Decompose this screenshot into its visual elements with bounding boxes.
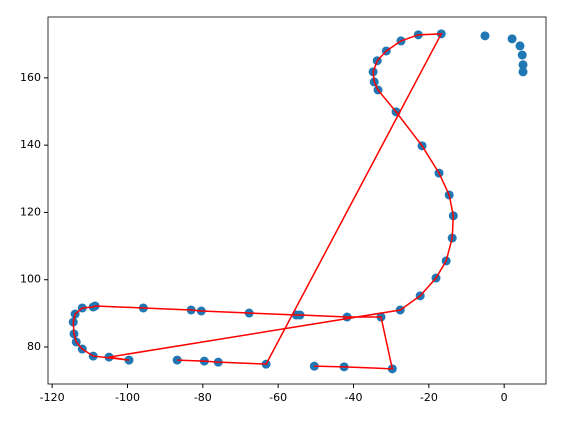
y-tick-label: 120 xyxy=(20,205,41,218)
line xyxy=(72,33,455,370)
y-tick-label: 100 xyxy=(20,273,41,286)
x-tick-label: -100 xyxy=(115,391,140,404)
x-tick-label: -40 xyxy=(345,391,363,404)
x-tick-label: 0 xyxy=(501,391,508,404)
x-tick-label: -120 xyxy=(40,391,65,404)
point xyxy=(480,31,490,41)
y-tick-label: 160 xyxy=(20,71,41,84)
x-tick-label: -60 xyxy=(269,391,287,404)
point xyxy=(518,60,528,70)
point xyxy=(518,67,528,77)
x-tick-label: -20 xyxy=(420,391,438,404)
x-tick-label: -80 xyxy=(194,391,212,404)
y-tick-label: 140 xyxy=(20,138,41,151)
point xyxy=(515,41,525,51)
point xyxy=(507,34,517,44)
y-tick-label: 80 xyxy=(27,340,41,353)
point xyxy=(517,50,527,60)
axes-frame xyxy=(47,16,547,385)
